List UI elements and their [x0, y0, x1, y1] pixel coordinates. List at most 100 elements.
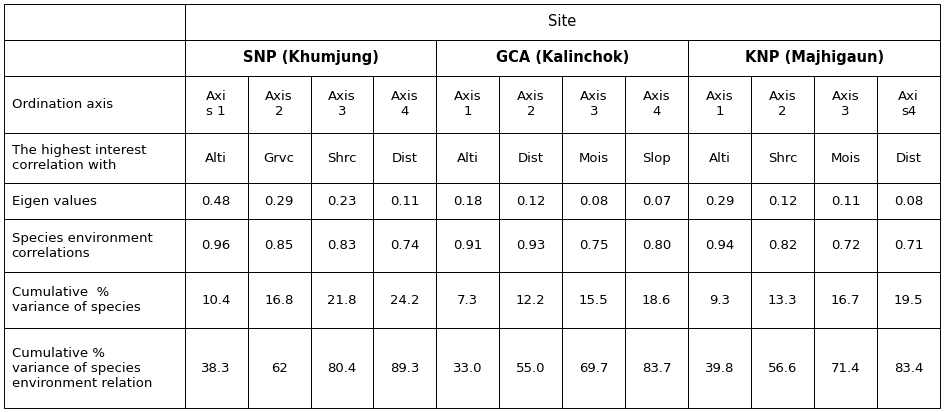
Bar [625, 272, 688, 328]
Bar [499, 133, 563, 183]
Text: Axis
4: Axis 4 [391, 90, 419, 118]
Text: The highest interest
correlation with: The highest interest correlation with [11, 144, 146, 172]
Text: Cumulative  %
variance of species: Cumulative % variance of species [11, 286, 141, 314]
Text: 0.74: 0.74 [390, 239, 420, 253]
Text: 38.3: 38.3 [201, 362, 231, 375]
Text: SNP (Khumjung): SNP (Khumjung) [243, 50, 379, 66]
Bar [877, 76, 940, 133]
Text: 89.3: 89.3 [390, 362, 420, 375]
Bar [563, 219, 625, 272]
Text: 0.29: 0.29 [264, 195, 294, 208]
Text: 0.93: 0.93 [516, 239, 546, 253]
Text: Slop: Slop [642, 152, 671, 165]
Text: Axis
3: Axis 3 [832, 90, 859, 118]
Text: Axis
2: Axis 2 [265, 90, 293, 118]
Bar [499, 328, 563, 408]
Bar [563, 76, 625, 133]
Bar [185, 76, 247, 133]
Bar [625, 133, 688, 183]
Bar [688, 219, 751, 272]
Bar [374, 76, 436, 133]
Bar [436, 219, 499, 272]
Bar [4, 76, 185, 133]
Bar [436, 328, 499, 408]
Bar [563, 183, 625, 219]
Text: Alti: Alti [457, 152, 479, 165]
Text: 0.72: 0.72 [831, 239, 860, 253]
Text: 18.6: 18.6 [642, 294, 671, 307]
Bar [4, 40, 185, 76]
Bar [374, 219, 436, 272]
Bar [625, 76, 688, 133]
Bar [751, 328, 814, 408]
Text: 33.0: 33.0 [453, 362, 482, 375]
Bar [563, 133, 625, 183]
Bar [311, 133, 374, 183]
Text: 16.8: 16.8 [264, 294, 294, 307]
Bar [374, 328, 436, 408]
Text: 24.2: 24.2 [390, 294, 420, 307]
Bar [751, 272, 814, 328]
Bar [311, 272, 374, 328]
Text: 12.2: 12.2 [516, 294, 546, 307]
Text: 0.91: 0.91 [453, 239, 482, 253]
Bar [4, 4, 185, 40]
Text: Grvc: Grvc [263, 152, 295, 165]
Bar [4, 328, 185, 408]
Text: Axis
3: Axis 3 [580, 90, 608, 118]
Bar [877, 183, 940, 219]
Bar [688, 76, 751, 133]
Text: Shrc: Shrc [767, 152, 798, 165]
Bar [499, 219, 563, 272]
Bar [311, 219, 374, 272]
Text: Axis
1: Axis 1 [454, 90, 481, 118]
Bar [185, 133, 247, 183]
Bar [185, 219, 247, 272]
Text: Dist: Dist [518, 152, 544, 165]
Bar [877, 272, 940, 328]
Text: 15.5: 15.5 [579, 294, 609, 307]
Bar [688, 328, 751, 408]
Text: 0.75: 0.75 [579, 239, 609, 253]
Text: 10.4: 10.4 [201, 294, 231, 307]
Bar [247, 183, 311, 219]
Bar [751, 219, 814, 272]
Bar [374, 272, 436, 328]
Text: 0.29: 0.29 [705, 195, 734, 208]
Text: Axi
s4: Axi s4 [898, 90, 919, 118]
Text: 0.85: 0.85 [264, 239, 294, 253]
Bar [185, 4, 940, 40]
Text: 83.7: 83.7 [642, 362, 671, 375]
Text: 62: 62 [271, 362, 288, 375]
Text: KNP (Majhigaun): KNP (Majhigaun) [745, 50, 884, 66]
Bar [688, 40, 940, 76]
Bar [311, 183, 374, 219]
Text: 80.4: 80.4 [328, 362, 357, 375]
Text: 19.5: 19.5 [894, 294, 923, 307]
Text: 0.07: 0.07 [642, 195, 671, 208]
Bar [499, 183, 563, 219]
Bar [814, 133, 877, 183]
Text: 55.0: 55.0 [516, 362, 546, 375]
Bar [688, 272, 751, 328]
Bar [814, 328, 877, 408]
Text: 0.80: 0.80 [642, 239, 671, 253]
Bar [185, 328, 247, 408]
Bar [247, 76, 311, 133]
Text: Axis
2: Axis 2 [768, 90, 797, 118]
Bar [436, 133, 499, 183]
Text: 13.3: 13.3 [767, 294, 798, 307]
Bar [751, 133, 814, 183]
Bar [247, 328, 311, 408]
Text: 83.4: 83.4 [894, 362, 923, 375]
Text: 0.08: 0.08 [894, 195, 923, 208]
Text: 0.12: 0.12 [767, 195, 798, 208]
Bar [814, 272, 877, 328]
Text: GCA (Kalinchok): GCA (Kalinchok) [496, 50, 629, 66]
Text: Axis
1: Axis 1 [706, 90, 733, 118]
Bar [625, 219, 688, 272]
Text: Species environment
correlations: Species environment correlations [11, 232, 152, 260]
Bar [247, 272, 311, 328]
Text: 7.3: 7.3 [457, 294, 479, 307]
Bar [436, 76, 499, 133]
